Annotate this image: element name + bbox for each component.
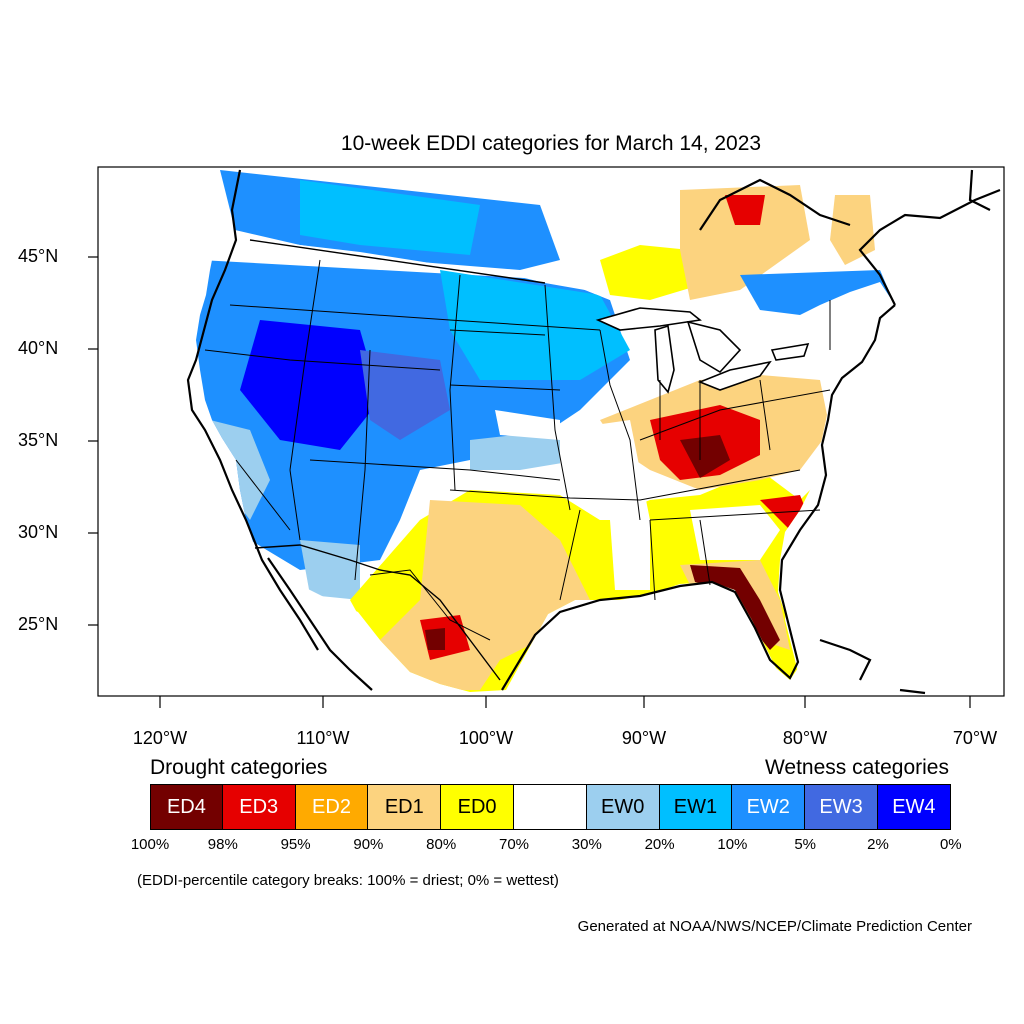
percent-break-label: 98% bbox=[207, 836, 238, 853]
legend-swatch-ed0: ED0 bbox=[441, 784, 514, 830]
percent-break-label: 0% bbox=[939, 836, 962, 853]
category-legend: ED4 ED3 ED2 ED1 ED0 EW0 EW1 EW2 EW3 EW4 bbox=[150, 784, 951, 830]
drought-heading: Drought categories bbox=[150, 756, 328, 779]
great-lakes bbox=[595, 307, 810, 394]
percent-break-label: 70% bbox=[498, 836, 530, 853]
lat-label-30: 30°N bbox=[18, 522, 59, 542]
legend-swatch-ed3: ED3 bbox=[222, 784, 296, 830]
lon-label-70: 70°W bbox=[952, 728, 998, 748]
percent-break-label: 10% bbox=[717, 836, 748, 853]
state-boundaries bbox=[204, 259, 831, 641]
legend-swatch-ew3: EW3 bbox=[805, 784, 878, 830]
percent-break-label: 80% bbox=[426, 836, 457, 853]
percent-break-label: 20% bbox=[644, 836, 675, 853]
lon-label-80: 80°W bbox=[782, 728, 828, 748]
map-title: 10-week EDDI categories for March 14, 20… bbox=[340, 132, 762, 155]
legend-swatch-ed1: ED1 bbox=[368, 784, 442, 830]
lon-label-100: 100°W bbox=[458, 728, 514, 748]
lon-label-120: 120°W bbox=[132, 728, 188, 748]
legend-swatch-normal bbox=[513, 784, 587, 830]
legend-swatch-ew1: EW1 bbox=[659, 784, 733, 830]
category-note: (EDDI-percentile category breaks: 100% =… bbox=[137, 872, 559, 889]
percent-break-label: 2% bbox=[867, 836, 889, 853]
credit-line: Generated at NOAA/NWS/NCEP/Climate Predi… bbox=[577, 918, 972, 935]
lat-label-40: 40°N bbox=[18, 338, 59, 358]
international-border bbox=[249, 239, 546, 681]
lat-label-45: 45°N bbox=[18, 246, 59, 266]
legend-swatch-ed2: ED2 bbox=[295, 784, 369, 830]
percent-break-label: 30% bbox=[571, 836, 602, 853]
percent-break-label: 100% bbox=[130, 836, 170, 853]
lon-label-90: 90°W bbox=[621, 728, 667, 748]
percent-break-label: 5% bbox=[794, 836, 817, 853]
wetness-heading: Wetness categories bbox=[764, 756, 949, 779]
coastline bbox=[186, 169, 1001, 695]
lat-label-25: 25°N bbox=[18, 614, 59, 634]
legend-swatch-ew0: EW0 bbox=[586, 784, 660, 830]
axis-ticks bbox=[88, 256, 971, 708]
lon-label-110: 110°W bbox=[296, 728, 350, 748]
legend-swatch-ew4: EW4 bbox=[877, 784, 951, 830]
map-frame bbox=[97, 166, 1005, 697]
percent-break-label: 90% bbox=[353, 836, 384, 853]
legend-swatch-ew2: EW2 bbox=[732, 784, 806, 830]
lat-label-35: 35°N bbox=[18, 430, 59, 450]
percent-break-label: 95% bbox=[280, 836, 311, 853]
legend-swatch-ed4: ED4 bbox=[150, 784, 223, 830]
map-field bbox=[196, 170, 895, 692]
